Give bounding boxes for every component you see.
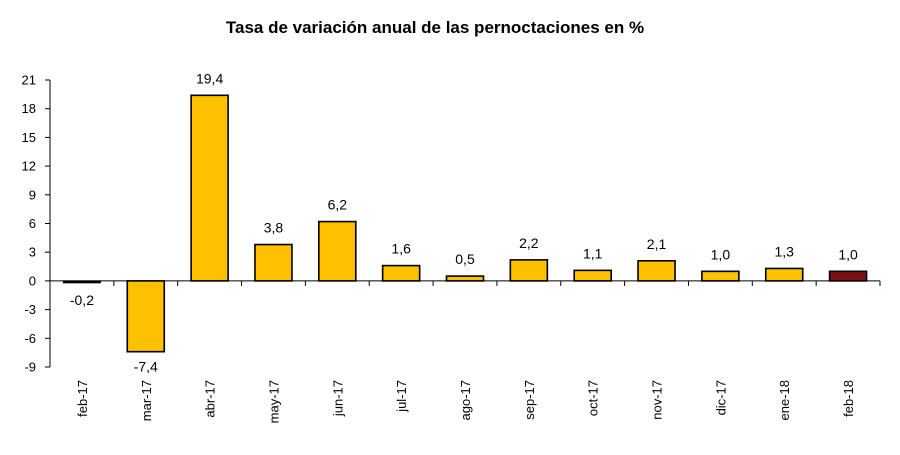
x-tick-label: nov-17 <box>650 380 665 420</box>
x-tick-label: sep-17 <box>522 380 537 420</box>
y-tick-label: -6 <box>24 331 36 346</box>
data-label: 2,2 <box>519 235 539 251</box>
bar <box>701 270 740 282</box>
bar <box>381 264 421 282</box>
x-tick-label: may-17 <box>266 380 281 423</box>
y-tick-label: 3 <box>29 245 36 260</box>
x-tick-label: feb-17 <box>75 380 90 417</box>
y-tick-label: 9 <box>29 187 36 202</box>
chart-title: Tasa de variación anual de las pernoctac… <box>225 18 645 37</box>
y-tick-label: 15 <box>22 130 36 145</box>
x-tick-label: ago-17 <box>458 380 473 420</box>
y-tick-label: 6 <box>29 216 36 231</box>
x-tick-label: dic-17 <box>713 380 728 415</box>
bar <box>828 270 868 282</box>
bar <box>445 275 485 282</box>
data-label: 1,1 <box>583 245 603 261</box>
data-label: 3,8 <box>264 220 284 236</box>
x-tick-label: abr-17 <box>203 380 218 418</box>
x-tick-label: mar-17 <box>139 380 154 421</box>
x-tick-label: feb-18 <box>841 380 856 417</box>
data-label: 1,3 <box>774 243 794 259</box>
x-tick-label: ene-18 <box>777 380 792 420</box>
bar <box>318 220 357 282</box>
bar <box>509 259 549 282</box>
bar <box>573 269 612 282</box>
y-tick-label: -9 <box>24 360 36 375</box>
bar <box>254 243 293 282</box>
y-tick-label: 18 <box>22 101 36 116</box>
bar <box>637 260 676 282</box>
y-tick-label: 0 <box>29 273 36 288</box>
data-label: 0,5 <box>455 251 475 267</box>
y-tick-label: 12 <box>22 159 36 174</box>
data-label: 6,2 <box>328 197 348 213</box>
bar <box>190 94 229 282</box>
y-tick-label: 21 <box>22 73 36 88</box>
bar <box>126 280 166 353</box>
data-label: 1,0 <box>838 246 858 262</box>
data-label: 1,0 <box>711 246 731 262</box>
data-label: 1,6 <box>391 241 411 257</box>
data-label: 19,4 <box>196 70 223 86</box>
x-tick-label: oct-17 <box>586 380 601 416</box>
x-tick-label: jun-17 <box>330 380 345 417</box>
data-label: 2,1 <box>647 236 667 252</box>
y-tick-label: -3 <box>24 302 36 317</box>
data-label: -7,4 <box>134 359 158 375</box>
bar <box>764 267 804 282</box>
data-label: -0,2 <box>70 292 94 308</box>
x-tick-label: jul-17 <box>394 380 409 413</box>
